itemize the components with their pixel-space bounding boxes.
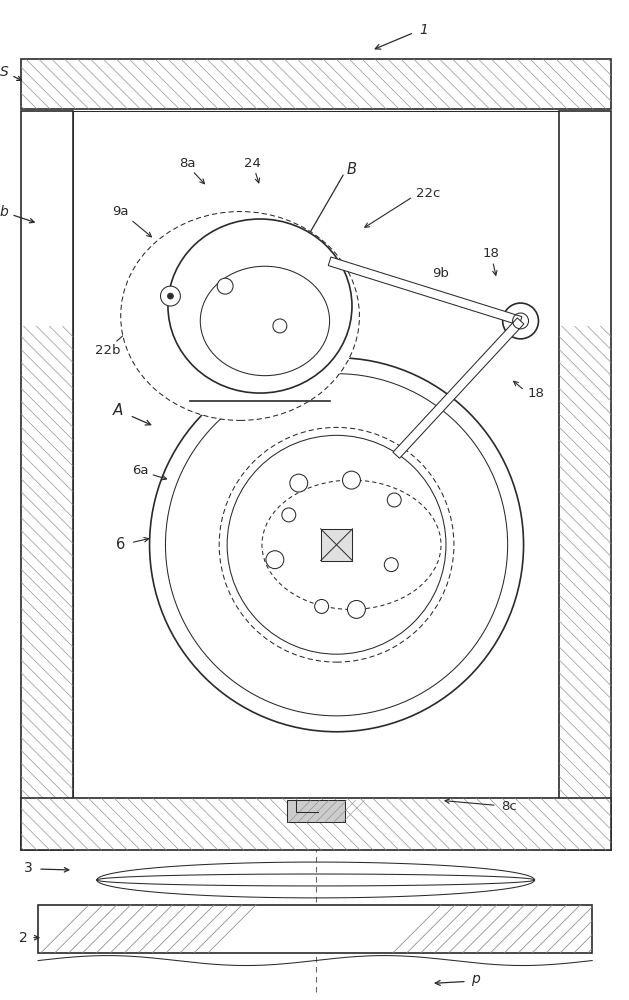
Circle shape xyxy=(282,508,296,522)
Text: 6b: 6b xyxy=(347,456,362,469)
Text: 7a: 7a xyxy=(314,618,330,631)
Circle shape xyxy=(503,303,538,339)
Ellipse shape xyxy=(200,266,330,376)
Text: 1: 1 xyxy=(419,23,428,37)
Circle shape xyxy=(273,319,287,333)
Circle shape xyxy=(150,358,523,732)
Text: 2: 2 xyxy=(19,931,28,945)
Circle shape xyxy=(266,551,284,569)
Circle shape xyxy=(227,435,446,654)
Text: 18: 18 xyxy=(482,247,499,260)
Polygon shape xyxy=(73,111,559,798)
Text: b: b xyxy=(0,205,8,219)
Circle shape xyxy=(343,471,360,489)
Text: 9b: 9b xyxy=(433,267,450,280)
Text: 22c: 22c xyxy=(416,187,440,200)
Text: S: S xyxy=(0,65,8,79)
Bar xyxy=(38,905,592,953)
Text: 9b: 9b xyxy=(423,396,440,409)
Text: 3: 3 xyxy=(25,861,33,875)
Ellipse shape xyxy=(262,480,441,609)
Text: p: p xyxy=(471,972,479,986)
Text: 22b: 22b xyxy=(95,344,121,357)
Bar xyxy=(321,529,352,561)
Text: 7a: 7a xyxy=(286,494,302,507)
Circle shape xyxy=(219,427,454,662)
Circle shape xyxy=(384,558,398,572)
Circle shape xyxy=(160,286,181,306)
Text: 18: 18 xyxy=(528,387,545,400)
Circle shape xyxy=(167,293,174,299)
Text: 6a: 6a xyxy=(132,464,149,477)
Polygon shape xyxy=(21,59,611,109)
Text: 8a: 8a xyxy=(179,157,196,170)
Text: 6b: 6b xyxy=(247,548,263,561)
Polygon shape xyxy=(328,257,522,325)
Polygon shape xyxy=(393,318,524,458)
Ellipse shape xyxy=(168,219,352,393)
Circle shape xyxy=(314,599,328,613)
Text: 9a: 9a xyxy=(338,429,355,442)
Polygon shape xyxy=(21,111,73,850)
Polygon shape xyxy=(21,798,611,850)
Text: 24: 24 xyxy=(243,157,260,170)
Text: B: B xyxy=(347,162,357,177)
Text: A: A xyxy=(113,403,123,418)
Circle shape xyxy=(290,474,308,492)
Text: 7a: 7a xyxy=(401,553,417,566)
Text: 6b: 6b xyxy=(353,621,369,634)
Text: 22a: 22a xyxy=(249,384,274,397)
Circle shape xyxy=(165,374,508,716)
Text: 8c: 8c xyxy=(501,800,516,813)
Circle shape xyxy=(387,493,401,507)
Bar xyxy=(287,800,345,822)
Circle shape xyxy=(217,278,233,294)
Text: 7a: 7a xyxy=(408,489,424,502)
Text: 6: 6 xyxy=(116,537,125,552)
Text: 6b: 6b xyxy=(279,454,295,467)
Text: 9a: 9a xyxy=(113,205,129,218)
Ellipse shape xyxy=(121,212,359,420)
Circle shape xyxy=(347,600,365,618)
Polygon shape xyxy=(559,111,611,850)
